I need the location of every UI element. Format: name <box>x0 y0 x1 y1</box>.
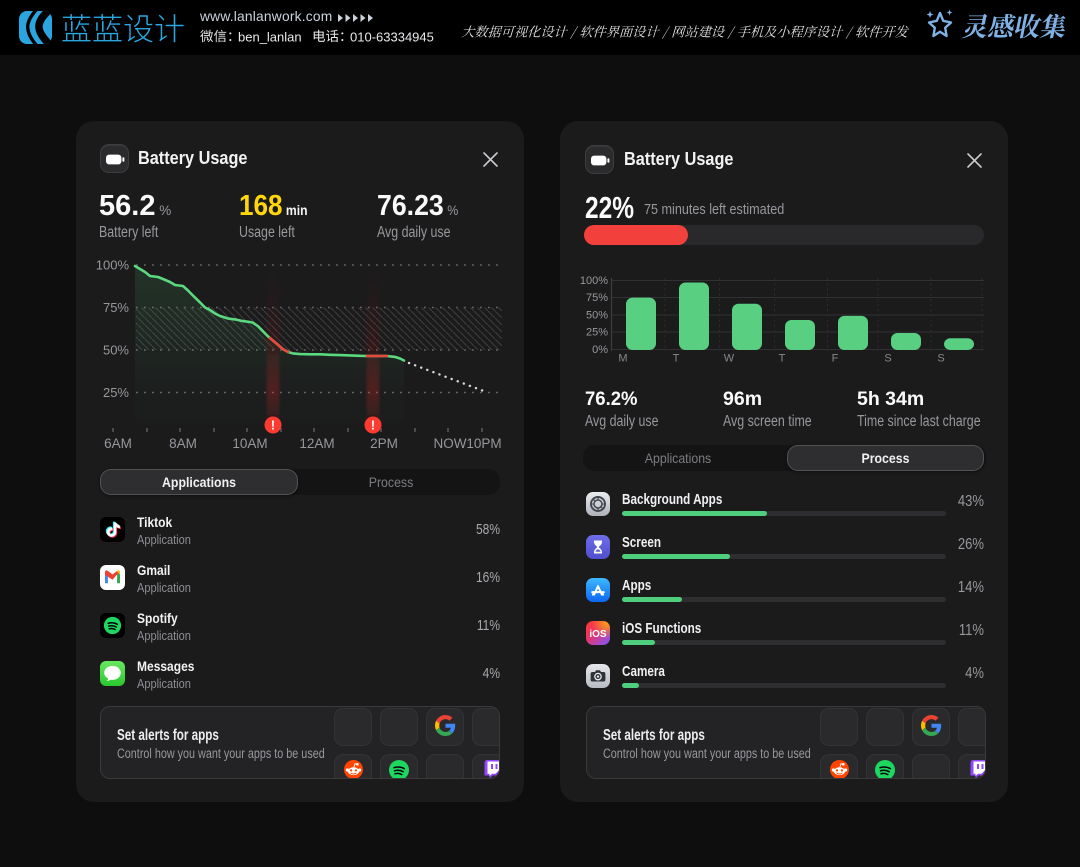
svg-text:010-63334945: 010-63334945 <box>350 30 434 45</box>
svg-text:50%: 50% <box>103 343 129 358</box>
svg-text:75%: 75% <box>586 292 608 304</box>
svg-text:T: T <box>673 353 680 365</box>
svg-text:25%: 25% <box>103 385 129 400</box>
svg-text:100%: 100% <box>96 258 129 273</box>
svg-text:T: T <box>779 353 786 365</box>
svg-text:S: S <box>937 353 944 365</box>
svg-text:25%: 25% <box>586 327 608 339</box>
svg-text:12AM: 12AM <box>299 436 334 451</box>
svg-text:50%: 50% <box>586 310 608 322</box>
svg-text:iOS: iOS <box>589 629 607 640</box>
svg-text:10PM: 10PM <box>466 436 501 451</box>
svg-text:100%: 100% <box>580 275 608 287</box>
svg-text:2PM: 2PM <box>370 436 398 451</box>
svg-text:W: W <box>724 353 735 365</box>
svg-text:S: S <box>884 353 891 365</box>
svg-text:M: M <box>618 353 627 365</box>
svg-text:75%: 75% <box>103 300 129 315</box>
svg-text:!: ! <box>271 419 275 433</box>
svg-text:6AM: 6AM <box>104 436 132 451</box>
svg-text:F: F <box>832 353 839 365</box>
svg-text:8AM: 8AM <box>169 436 197 451</box>
svg-text:10AM: 10AM <box>232 436 267 451</box>
svg-text:!: ! <box>371 419 375 433</box>
svg-text:ben_lanlan: ben_lanlan <box>238 30 302 45</box>
svg-text:0%: 0% <box>592 344 608 356</box>
svg-text:NOW: NOW <box>434 436 467 451</box>
